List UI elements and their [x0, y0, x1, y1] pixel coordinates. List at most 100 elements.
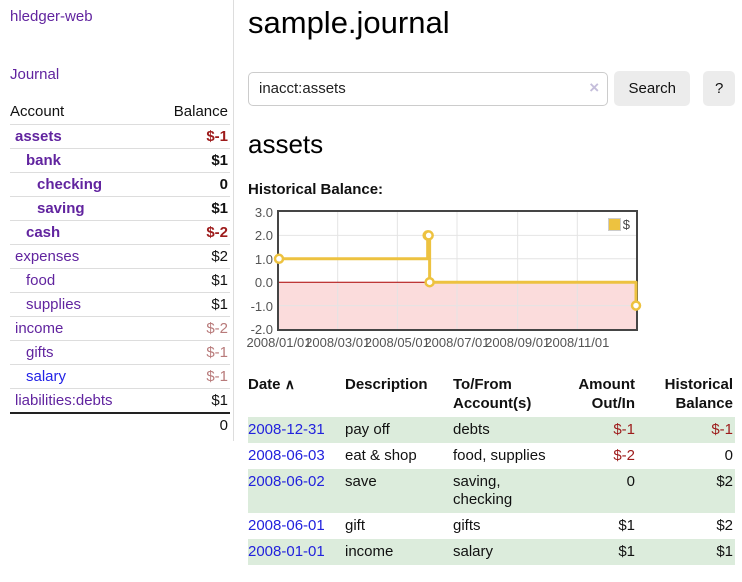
sidebar-account-saving[interactable]: saving: [37, 200, 85, 217]
account-row: liabilities:debts $1: [10, 388, 230, 413]
amount-column-header: Amount Out/In: [578, 376, 635, 412]
account-row: expenses $2: [10, 244, 230, 269]
sidebar-item-journal[interactable]: Journal: [10, 66, 60, 83]
search-button[interactable]: Search: [614, 71, 691, 106]
legend-label: $: [622, 217, 630, 232]
sidebar-account-income[interactable]: income: [15, 320, 64, 337]
search-row: × Search ?: [248, 71, 735, 106]
sidebar-account-checking[interactable]: checking: [37, 176, 103, 193]
sidebar-account-gifts[interactable]: gifts: [26, 344, 54, 361]
sidebar-account-balance: $1: [153, 148, 230, 173]
sort-ascending-icon: ∧: [284, 376, 295, 392]
balance-column-header: Balance: [173, 103, 228, 120]
sidebar-account-food[interactable]: food: [26, 272, 56, 289]
y-axis-tick-label: 0.0: [254, 275, 273, 291]
transaction-description: eat & shop: [345, 447, 417, 464]
account-row: income $-2: [10, 316, 230, 341]
description-column-header: Description: [345, 376, 428, 393]
help-button[interactable]: ?: [703, 71, 735, 106]
transaction-date-link[interactable]: 2008-06-03: [248, 447, 325, 464]
sidebar-account-salary[interactable]: salary: [26, 368, 67, 385]
date-column-header[interactable]: Date ∧: [248, 376, 295, 393]
transaction-balance: 0: [724, 447, 733, 464]
register-row: 2008-06-01 gift gifts $1 $2: [248, 513, 735, 539]
sidebar-account-liabilities-debts[interactable]: liabilities:debts: [15, 392, 113, 409]
search-input[interactable]: [248, 71, 609, 106]
transaction-balance: $2: [716, 473, 733, 490]
account-row: supplies $1: [10, 292, 230, 317]
chart-label: Historical Balance:: [248, 181, 384, 198]
transaction-balance: $-1: [711, 421, 733, 438]
sidebar: hledger-web Journal Account Balance asse…: [0, 0, 234, 441]
transaction-description: income: [345, 543, 394, 560]
sidebar-account-balance: $1: [153, 292, 230, 317]
register-row: 2008-12-31 pay off debts $-1 $-1: [248, 417, 735, 443]
x-axis-tick-label: 2008/07/01: [424, 335, 490, 350]
account-total-spacer: [10, 412, 154, 437]
account-tree-body: assets $-1 bank $1 checking 0 saving $1 cash $-2 e…: [10, 124, 230, 413]
register-body: 2008-12-31 pay off debts $-1 $-1 2008-06-03 ea…: [248, 417, 735, 565]
register-row: 2008-06-03 eat & shop food, supplies $-2 0: [248, 443, 735, 469]
sidebar-account-balance: $-2: [153, 316, 230, 341]
transaction-date-link[interactable]: 2008-01-01: [248, 543, 325, 560]
y-axis-tick-label: 2.0: [254, 228, 273, 244]
account-heading: assets: [248, 129, 324, 159]
sidebar-account-balance: 0: [153, 172, 230, 197]
transaction-accounts: food, supplies: [453, 447, 546, 464]
sidebar-account-balance: $-1: [153, 340, 230, 365]
chart-legend: $: [605, 216, 632, 233]
register-table: Date ∧ Description To/From Account(s) Am…: [248, 373, 735, 565]
historical-balance-column-header: Historical Balance: [664, 376, 733, 412]
account-col-header: To/From Account(s): [453, 376, 532, 412]
y-axis-tick-label: 3.0: [254, 205, 273, 220]
account-row: bank $1: [10, 148, 230, 173]
x-axis-tick-label: 2008/09/01: [485, 335, 551, 350]
transaction-description: save: [345, 473, 377, 490]
transaction-amount: 0: [626, 473, 635, 490]
clear-search-icon[interactable]: ×: [589, 77, 600, 97]
y-axis-tick-label: -2.0: [250, 322, 273, 337]
transaction-accounts: debts: [453, 421, 490, 438]
main-content: sample.journal × Search ? assets Histori…: [234, 0, 742, 582]
register-row: 2008-01-01 income salary $1 $1: [248, 539, 735, 565]
transaction-balance: $1: [716, 543, 733, 560]
x-axis-tick-label: 2008/11/01: [545, 335, 610, 350]
sidebar-account-balance: $-1: [153, 364, 230, 389]
page-title: sample.journal: [248, 5, 450, 40]
transaction-balance: $2: [716, 517, 733, 534]
sidebar-account-bank[interactable]: bank: [26, 152, 62, 169]
account-total-value: 0: [153, 412, 230, 437]
app-brand-link[interactable]: hledger-web: [10, 8, 93, 25]
x-axis-tick-label: 2008/01/01: [246, 335, 312, 350]
sidebar-account-balance: $1: [153, 388, 230, 413]
transaction-accounts: saving, checking: [453, 473, 513, 508]
account-row: cash $-2: [10, 220, 230, 245]
account-row: food $1: [10, 268, 230, 293]
transaction-date-link[interactable]: 2008-06-02: [248, 473, 325, 490]
account-row: gifts $-1: [10, 340, 230, 365]
transaction-date-link[interactable]: 2008-12-31: [248, 421, 325, 438]
sidebar-account-balance: $-2: [153, 220, 230, 245]
y-axis-tick-label: 1.0: [254, 251, 273, 267]
sidebar-account-supplies[interactable]: supplies: [26, 296, 82, 313]
account-row: salary $-1: [10, 364, 230, 389]
register-row: 2008-06-02 save saving, checking 0 $2: [248, 469, 735, 513]
sidebar-account-balance: $2: [153, 244, 230, 269]
search-box: ×: [248, 71, 609, 106]
sidebar-account-cash[interactable]: cash: [26, 224, 61, 241]
plot-canvas: [273, 212, 642, 329]
y-axis-tick-label: -1.0: [250, 298, 273, 314]
x-axis-tick-label: 2008/03/01: [305, 335, 371, 350]
sidebar-account-balance: $-1: [153, 124, 230, 149]
account-column-header: Account: [10, 103, 65, 120]
transaction-amount: $1: [618, 517, 635, 534]
transaction-date-link[interactable]: 2008-06-01: [248, 517, 325, 534]
account-row: assets $-1: [10, 124, 230, 149]
sidebar-account-assets[interactable]: assets: [15, 128, 62, 145]
x-axis-tick-label: 2008/05/01: [364, 335, 430, 350]
sidebar-account-expenses[interactable]: expenses: [15, 248, 80, 265]
register-header-row: Date ∧ Description To/From Account(s) Am…: [248, 373, 735, 417]
sidebar-account-balance: $1: [153, 196, 230, 221]
transaction-description: gift: [345, 517, 366, 534]
transaction-amount: $1: [618, 543, 635, 560]
